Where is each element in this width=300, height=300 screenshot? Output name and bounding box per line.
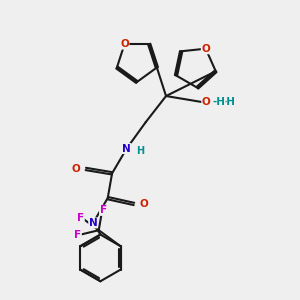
Text: OH: OH bbox=[211, 97, 229, 107]
Text: F: F bbox=[77, 213, 84, 223]
Text: N: N bbox=[89, 218, 98, 228]
Text: F: F bbox=[74, 230, 81, 240]
Text: -H: -H bbox=[212, 97, 225, 107]
Text: N: N bbox=[122, 143, 131, 154]
Text: O: O bbox=[120, 39, 129, 49]
Text: H: H bbox=[136, 146, 144, 157]
Text: O: O bbox=[72, 164, 81, 174]
Text: H: H bbox=[76, 215, 84, 225]
Text: O: O bbox=[202, 97, 211, 107]
Text: -H: -H bbox=[222, 97, 235, 107]
Text: O: O bbox=[139, 199, 148, 209]
Text: F: F bbox=[100, 206, 107, 215]
Text: O: O bbox=[201, 44, 210, 54]
